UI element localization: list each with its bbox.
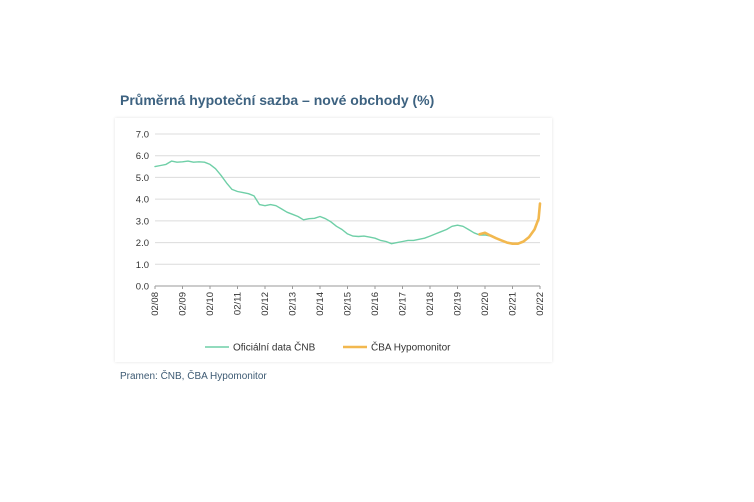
y-tick-label: 2.0 xyxy=(136,238,149,249)
x-tick-label: 02/16 xyxy=(370,292,381,316)
x-tick-label: 02/08 xyxy=(150,292,161,316)
chart-frame: 7.0 6.0 5.0 4.0 3.0 2.0 1.0 0.0 02/08 02/09 02/10… xyxy=(115,118,552,362)
x-tick-label: 02/20 xyxy=(480,292,491,316)
x-tick-label: 02/21 xyxy=(508,292,519,316)
y-tick-label: 4.0 xyxy=(136,195,149,206)
x-tick-label: 02/12 xyxy=(260,292,271,316)
x-tick-label: 02/14 xyxy=(315,292,326,316)
series-line-cnb xyxy=(154,160,492,245)
x-tick-label: 02/10 xyxy=(205,292,216,316)
x-tick-label: 02/09 xyxy=(178,292,189,316)
x-tick-label: 02/19 xyxy=(453,292,464,316)
y-tick-labels: 7.0 6.0 5.0 4.0 3.0 2.0 1.0 0.0 xyxy=(136,130,149,293)
x-tick-label: 02/22 xyxy=(535,292,546,316)
x-tick-label: 02/11 xyxy=(233,292,244,315)
chart-title: Průměrná hypoteční sazba – nové obchody … xyxy=(120,92,435,108)
x-tick-labels: 02/08 02/09 02/10 02/11 02/12 02/13 02/14 02/15… xyxy=(150,292,546,316)
gridlines xyxy=(154,133,541,289)
chart-plot: 7.0 6.0 5.0 4.0 3.0 2.0 1.0 0.0 02/08 02/09 02/10… xyxy=(136,130,546,354)
legend: Oficiální data ČNB ČBA Hypomonitor xyxy=(205,341,451,354)
x-tick-label: 02/15 xyxy=(343,292,354,316)
source-note: Pramen: ČNB, ČBA Hypomonitor xyxy=(120,371,267,382)
legend-label: ČBA Hypomonitor xyxy=(371,341,451,354)
y-tick-label: 3.0 xyxy=(136,216,149,227)
x-tick-label: 02/18 xyxy=(425,292,436,316)
series-lines xyxy=(154,160,542,245)
y-tick-label: 5.0 xyxy=(136,173,149,184)
y-tick-label: 7.0 xyxy=(136,130,149,141)
y-tick-label: 1.0 xyxy=(136,260,149,271)
x-tick-label: 02/17 xyxy=(398,292,409,316)
y-tick-label: 0.0 xyxy=(136,282,149,293)
x-tick-label: 02/13 xyxy=(288,292,299,316)
legend-label: Oficiální data ČNB xyxy=(233,341,316,354)
series-line-cba xyxy=(478,202,542,245)
y-tick-label: 6.0 xyxy=(136,151,149,162)
